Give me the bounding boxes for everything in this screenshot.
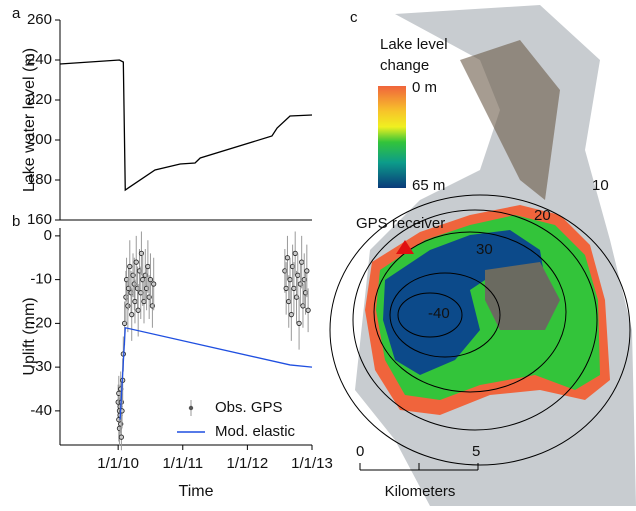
colorbar-title: change — [380, 57, 429, 74]
data-point — [305, 307, 311, 313]
gps-marker — [396, 240, 414, 254]
panel-label: a — [12, 5, 21, 22]
data-point — [284, 255, 291, 261]
data-point — [132, 298, 138, 305]
x-tick-label: 1/1/11 — [162, 455, 203, 472]
data-point — [295, 272, 301, 278]
scale-tick-label: 0 — [356, 443, 364, 460]
y-tick-label: -10 — [30, 271, 52, 288]
series-line — [59, 59, 313, 192]
x-tick-label: 1/1/10 — [97, 455, 139, 472]
y-axis-label: Uplift (mm) — [21, 297, 38, 375]
contour-label: 30 — [476, 241, 493, 258]
legend-label: Obs. GPS — [215, 399, 283, 416]
map-panel: c Lake level change 0 m 65 m GPS receive… — [329, 5, 636, 506]
data-point — [283, 285, 289, 291]
data-point — [296, 320, 302, 326]
y-tick-label: 200 — [27, 131, 52, 148]
data-point — [127, 263, 133, 270]
contour-label: -40 — [428, 305, 450, 322]
data-point — [151, 281, 157, 287]
island — [485, 262, 560, 330]
data-point — [291, 285, 297, 291]
data-point — [287, 277, 293, 283]
contour-label: 20 — [534, 207, 551, 224]
y-tick-label: -20 — [30, 314, 52, 331]
colorbar-label: 0 m — [412, 79, 437, 96]
panel-label: c — [350, 9, 358, 26]
y-tick-label: 220 — [27, 91, 52, 108]
data-point — [135, 307, 141, 313]
data-point — [125, 303, 131, 309]
x-axis-label: Time — [179, 483, 214, 500]
lake-deep — [383, 230, 545, 375]
data-point — [145, 263, 151, 270]
y-tick-label: 240 — [27, 51, 52, 68]
x-tick-label: 1/1/13 — [291, 455, 333, 472]
contour — [389, 272, 501, 358]
y-tick-label: 260 — [27, 11, 52, 28]
scale-label: Kilometers — [385, 483, 456, 500]
rock — [460, 40, 560, 200]
y-tick-label: -40 — [30, 402, 52, 419]
data-point — [118, 434, 124, 440]
contour — [352, 209, 598, 431]
y-tick-label: -30 — [30, 358, 52, 375]
y-tick-label: 0 — [44, 227, 52, 244]
data-point — [292, 250, 298, 256]
y-tick-label: 180 — [27, 171, 52, 188]
colorbar-title: Lake level — [380, 36, 448, 53]
marker-label: GPS receiver — [356, 215, 445, 232]
contour — [397, 292, 463, 338]
contour — [373, 231, 567, 393]
x-tick-label: 1/1/12 — [227, 455, 269, 472]
colorbar — [378, 86, 406, 188]
data-point — [288, 312, 294, 318]
legend-swatch — [188, 405, 194, 411]
contour — [329, 194, 631, 466]
scale-tick-label: 5 — [472, 443, 480, 460]
y-axis-label: Lake water level (m) — [21, 48, 38, 192]
data-point — [129, 312, 135, 318]
colorbar-label: 65 m — [412, 177, 445, 194]
data-point — [147, 277, 154, 283]
data-point — [299, 259, 305, 265]
series-line — [119, 326, 313, 420]
y-tick-label: 160 — [27, 211, 52, 228]
data-point — [304, 268, 310, 274]
panel-label: b — [12, 213, 20, 230]
data-point — [133, 259, 139, 265]
contour-label: 10 — [592, 177, 609, 194]
legend-label: Mod. elastic — [215, 423, 296, 440]
